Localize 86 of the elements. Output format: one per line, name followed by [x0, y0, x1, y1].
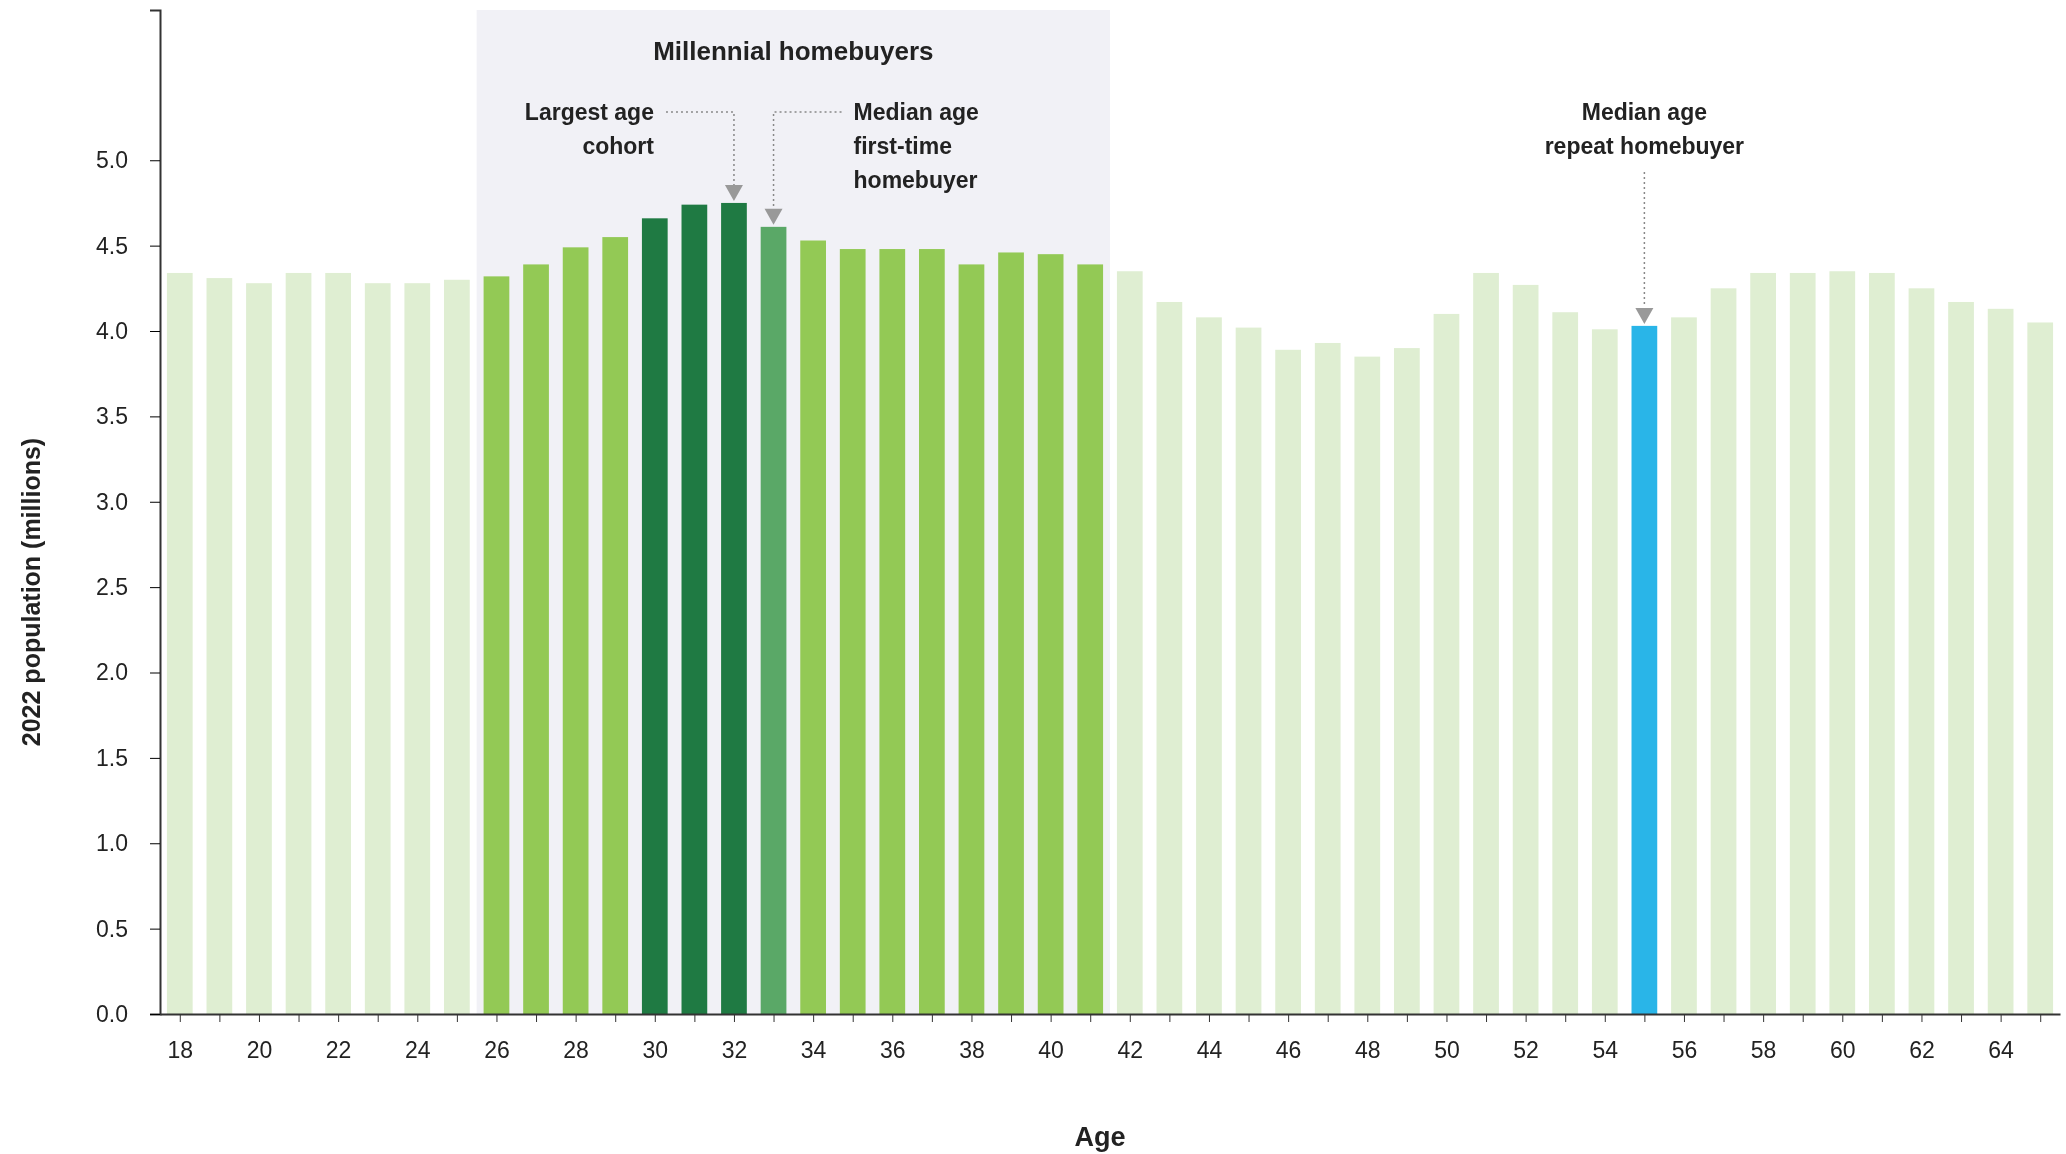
x-tick-label: 38: [959, 1037, 985, 1064]
y-tick-label: 0.5: [96, 915, 128, 942]
y-tick-label: 5.0: [96, 147, 128, 174]
bar: [641, 218, 668, 1014]
x-tick-label: 50: [1434, 1037, 1460, 1064]
x-tick-label: 34: [800, 1037, 827, 1064]
bar: [1156, 301, 1183, 1014]
bar: [1433, 313, 1460, 1014]
x-tick-label: 44: [1196, 1037, 1223, 1064]
bar: [523, 264, 549, 1014]
y-tick-label: 2.0: [96, 659, 128, 686]
x-tick-label: 18: [167, 1037, 194, 1064]
bar: [1750, 272, 1776, 1014]
x-tick-label: 40: [1038, 1037, 1064, 1064]
bar: [1275, 349, 1301, 1014]
bar: [562, 247, 589, 1014]
bar: [1789, 272, 1816, 1014]
band-label: Millennial homebuyers: [653, 36, 934, 66]
bar: [325, 272, 351, 1014]
x-axis-title: Age: [1074, 1122, 1126, 1152]
y-tick-label: 1.0: [96, 830, 128, 857]
bar: [602, 237, 629, 1014]
x-tick-label: 52: [1513, 1037, 1539, 1064]
bar: [998, 252, 1024, 1014]
bar: [1829, 271, 1856, 1014]
x-tick-label: 20: [246, 1037, 273, 1064]
y-tick-label: 4.5: [96, 232, 128, 259]
bar: [1314, 342, 1341, 1014]
bar: [1394, 348, 1420, 1014]
bar: [919, 249, 945, 1014]
x-tick-label: 30: [642, 1037, 669, 1064]
bar: [206, 278, 233, 1014]
bar: [364, 283, 391, 1014]
y-tick-label: 0.0: [96, 1000, 128, 1027]
x-tick-label: 60: [1829, 1037, 1856, 1064]
y-tick-label: 4.0: [96, 317, 128, 344]
bar: [1552, 312, 1579, 1014]
bar: [681, 204, 708, 1014]
y-axis-title: 2022 population (millions): [17, 437, 45, 747]
bar: [800, 240, 826, 1014]
bar: [1948, 301, 1974, 1014]
x-tick-label: 24: [404, 1037, 431, 1064]
x-tick-label: 22: [325, 1037, 352, 1064]
bar: [444, 279, 470, 1014]
bar: [1354, 356, 1381, 1014]
bar: [958, 264, 985, 1014]
bar: [166, 272, 193, 1014]
bar: [246, 283, 272, 1014]
bar: [404, 283, 431, 1014]
bar: [1671, 317, 1697, 1014]
y-tick-label: 3.5: [96, 403, 128, 430]
x-tick-label: 36: [879, 1037, 906, 1064]
bar: [1591, 329, 1618, 1014]
y-tick-label: 1.5: [96, 744, 128, 771]
x-tick-label: 26: [484, 1037, 510, 1064]
bar: [879, 249, 906, 1014]
bar: [1196, 317, 1222, 1014]
x-tick-label: 48: [1354, 1037, 1381, 1064]
bar: [285, 272, 312, 1014]
bar: [1908, 288, 1935, 1014]
bar: [1077, 264, 1104, 1014]
annotation: Largest age cohort: [524, 99, 655, 159]
x-tick-label: 32: [721, 1037, 748, 1064]
x-tick-label: 64: [1988, 1037, 2015, 1064]
x-tick-label: 28: [563, 1037, 589, 1064]
x-tick-label: 62: [1909, 1037, 1935, 1064]
bar: [1869, 272, 1895, 1014]
x-tick-label: 54: [1592, 1037, 1619, 1064]
bar: [1710, 288, 1737, 1014]
bar: [1116, 271, 1143, 1014]
y-tick-label: 3.0: [96, 488, 128, 515]
bar: [483, 276, 510, 1014]
x-tick-label: 56: [1671, 1037, 1698, 1064]
bar: [1473, 272, 1499, 1014]
x-tick-label: 58: [1750, 1037, 1777, 1064]
x-tick-label: 46: [1275, 1037, 1302, 1064]
annotation: Median age first-time homebuyer: [853, 99, 979, 193]
bar: [1037, 254, 1064, 1014]
bar: [1987, 308, 2014, 1014]
y-tick-label: 2.5: [96, 573, 128, 600]
bar: [1235, 327, 1262, 1014]
bar: [1512, 284, 1539, 1014]
bar: [2027, 322, 2054, 1014]
annotation: Median age repeat homebuyer: [1544, 99, 1745, 159]
bar: [839, 249, 866, 1014]
x-tick-label: 42: [1117, 1037, 1144, 1064]
